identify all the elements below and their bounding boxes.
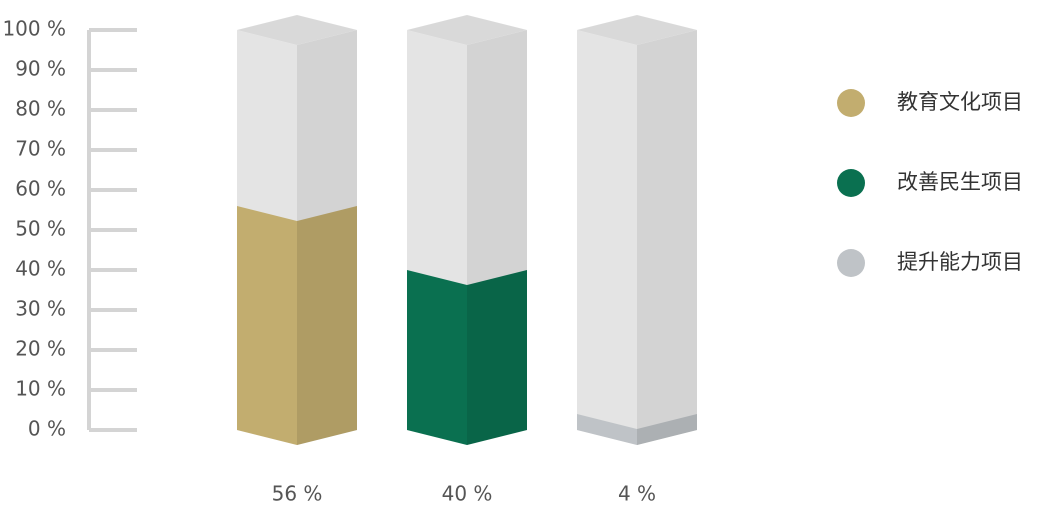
bar: [577, 414, 637, 445]
y-tick-label: 40 %: [15, 257, 66, 281]
y-tick-label: 30 %: [15, 297, 66, 321]
value-label: 40 %: [442, 482, 493, 506]
legend-label: 改善民生项目: [897, 170, 1023, 194]
y-tick-label: 50 %: [15, 217, 66, 241]
legend-swatch: [837, 89, 865, 117]
y-tick-label: 70 %: [15, 137, 66, 161]
bar-back-front: [577, 30, 637, 445]
y-tick-label: 20 %: [15, 337, 66, 361]
legend-label: 提升能力项目: [897, 250, 1023, 274]
bar-top: [407, 15, 527, 45]
value-label: 56 %: [272, 482, 323, 506]
bar: [407, 270, 467, 445]
legend-label: 教育文化项目: [897, 90, 1023, 114]
bar-top: [237, 15, 357, 45]
bar-top: [577, 15, 697, 45]
y-tick-label: 0 %: [28, 417, 66, 441]
bar-side: [297, 206, 357, 445]
value-label: 4 %: [618, 482, 656, 506]
y-tick-label: 80 %: [15, 97, 66, 121]
bar: [237, 206, 297, 445]
bar-back-side: [637, 30, 697, 445]
legend-swatch: [837, 249, 865, 277]
legend-swatch: [837, 169, 865, 197]
y-tick-label: 10 %: [15, 377, 66, 401]
y-tick-label: 60 %: [15, 177, 66, 201]
bar-side: [467, 270, 527, 445]
y-tick-label: 90 %: [15, 57, 66, 81]
bar-side: [637, 414, 697, 445]
y-tick-label: 100 %: [2, 17, 66, 41]
